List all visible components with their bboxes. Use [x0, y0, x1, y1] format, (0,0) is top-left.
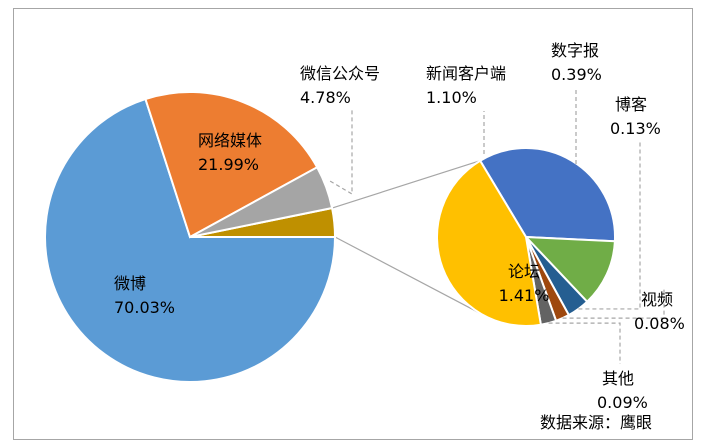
secondary-pie-slice: [435, 159, 543, 328]
data-label: 论坛: [508, 262, 540, 281]
data-label: 视频: [641, 290, 673, 309]
data-label: 网络媒体: [198, 131, 262, 150]
data-label: 70.03%: [114, 298, 175, 317]
data-label: 其他: [602, 369, 634, 388]
data-label: 0.39%: [551, 65, 602, 84]
connector-line: [331, 160, 481, 209]
secondary-pie: [435, 147, 616, 328]
data-label: 0.13%: [610, 119, 661, 138]
pie-of-pie-chart: 微博 70.03% 网络媒体 21.99% 微信公众号 4.78% 新闻客户端 1.10% 数字…: [44, 41, 685, 412]
data-label: 0.08%: [634, 314, 685, 333]
data-label: 1.41%: [499, 286, 550, 305]
pie-slice: [44, 97, 337, 383]
primary-pie: [44, 91, 337, 383]
data-label: 博客: [615, 95, 647, 114]
data-label: 微博: [114, 274, 146, 293]
data-label: 1.10%: [426, 88, 477, 107]
data-label: 微信公众号: [300, 64, 380, 83]
data-label: 4.78%: [300, 88, 351, 107]
data-label: 数字报: [551, 41, 599, 60]
source-note: 数据来源：鹰眼: [539, 413, 652, 432]
chart-frame: 微博 70.03% 网络媒体 21.99% 微信公众号 4.78% 新闻客户端 1.10% 数字…: [13, 8, 693, 440]
data-label: 0.09%: [597, 393, 648, 412]
data-label: 21.99%: [198, 155, 259, 174]
leader-line: [548, 322, 621, 364]
pie-slice: [189, 165, 334, 238]
data-label: 新闻客户端: [426, 64, 506, 83]
leader-line: [329, 109, 353, 196]
connector-line: [334, 236, 481, 314]
secondary-pie-slice: [523, 235, 616, 304]
pie-slice: [144, 91, 319, 239]
secondary-pie-slice: [478, 147, 616, 243]
leader-line: [562, 287, 665, 319]
